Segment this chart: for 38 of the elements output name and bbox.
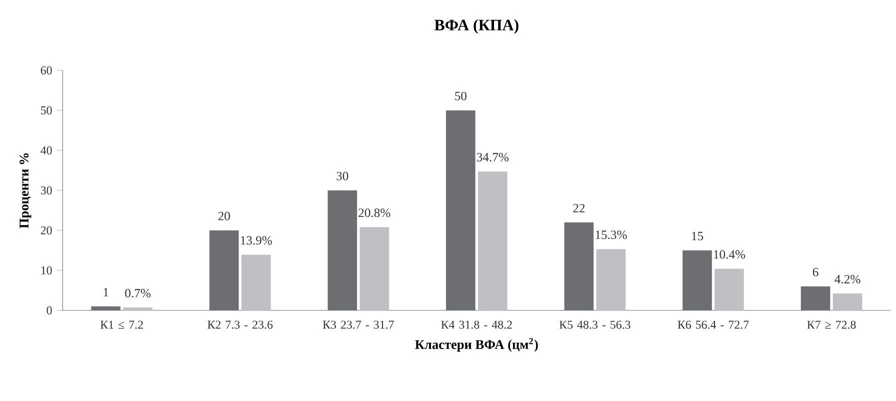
data-label: 30 [336,172,348,180]
data-label: 15 [692,232,704,240]
y-axis-title: Проценти % [20,153,32,228]
bar [360,227,390,310]
bar [714,268,744,310]
data-label: 13.9% [240,236,272,245]
y-tick-label: 0 [46,306,52,314]
x-tick-label: К1 ≤ 7.2 [100,320,143,329]
y-tick-label: 40 [40,146,52,154]
data-label: 10.4% [714,250,746,259]
bar [478,172,508,310]
data-label: 34.7% [476,152,509,162]
y-tick-label: 50 [41,106,52,114]
data-label: 20 [218,212,230,220]
data-label: 50 [455,92,466,100]
data-label: 1 [104,288,108,296]
data-label: 20.8% [358,208,390,218]
bar [596,249,626,310]
y-tick-label: 60 [40,66,52,74]
data-label: 15.3% [596,230,627,240]
x-tick-label: К2 7.3 - 23.6 [208,320,273,329]
x-tick-label: К4 31.8 - 48.2 [441,320,512,329]
data-label: 4.2% [834,274,860,284]
data-label: 6 [812,268,818,276]
bar [832,294,862,310]
data-label: 22 [573,204,585,212]
x-tick-label: К3 23.7 - 31.7 [322,320,394,329]
x-tick-label: К5 48.3 - 56.3 [559,320,630,329]
data-label: 0.7% [125,288,151,298]
bar [123,308,152,310]
y-tick-label: 10 [41,266,52,274]
bar [241,254,271,310]
y-tick-label: 20 [40,226,52,234]
y-tick-label: 30 [40,186,52,194]
x-tick-label: К6 56.4 - 72.7 [678,320,749,329]
x-tick-label: К7 ≥ 72.8 [807,320,856,329]
chart-title: ВФА (КПА) [434,19,518,34]
x-axis-title: Кластери ВФА (цм$^{2}$) [415,338,538,352]
